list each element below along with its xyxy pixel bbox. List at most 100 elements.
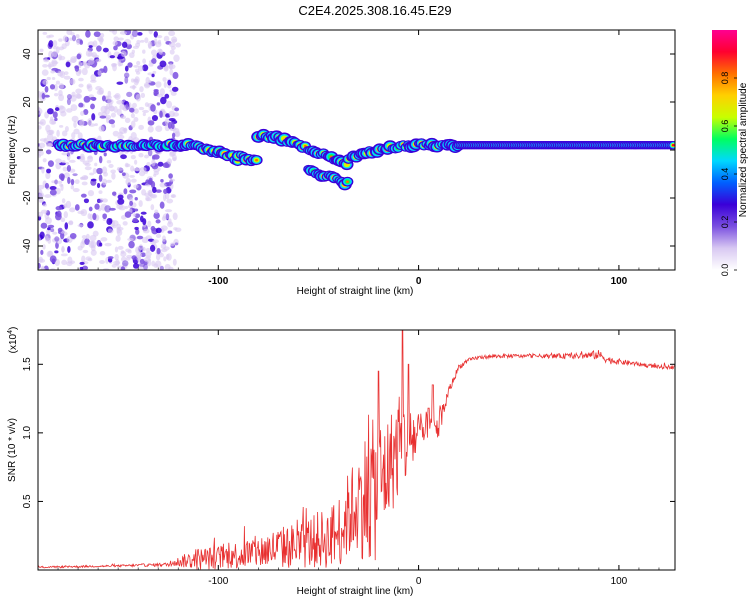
noise-mark [123,188,128,195]
noise-mark [133,78,139,86]
noise-mark [95,58,102,63]
spectrogram-xtick-label: 0 [416,276,422,287]
noise-mark [168,63,173,70]
noise-mark [136,60,141,66]
noise-mark [112,40,118,46]
noise-mark [113,45,118,51]
noise-mark [142,228,150,234]
noise-mark [141,237,149,244]
noise-mark [53,92,59,97]
noise-mark [172,157,177,161]
noise-mark [155,233,162,239]
noise-mark [38,256,44,263]
noise-mark [162,77,167,82]
noise-mark [153,168,160,173]
noise-mark [98,190,103,194]
noise-mark [107,256,114,260]
noise-mark [83,95,91,103]
noise-mark [150,193,158,199]
noise-mark [113,36,119,42]
noise-mark [142,58,147,64]
noise-mark [66,164,71,172]
noise-mark [69,78,76,85]
noise-mark [122,221,128,226]
noise-mark [111,123,116,128]
noise-mark [42,158,47,163]
noise-mark [133,184,139,189]
noise-mark [139,166,147,172]
noise-mark [147,120,155,126]
noise-mark [38,107,43,115]
noise-mark [45,171,51,180]
noise-mark [67,256,73,264]
noise-mark [147,190,153,194]
noise-mark [153,173,157,177]
noise-mark [50,70,56,74]
noise-mark [42,31,48,35]
noise-mark [152,154,160,160]
noise-mark [150,204,155,211]
snr-series-line [38,330,675,570]
noise-mark [48,40,54,48]
noise-mark [108,163,114,168]
noise-mark [78,77,84,82]
noise-mark [89,96,97,101]
noise-mark [66,94,72,100]
noise-mark [162,213,170,220]
noise-mark [70,185,75,190]
noise-mark [79,39,84,45]
noise-mark [116,99,124,105]
noise-mark [173,238,179,246]
noise-mark [147,148,153,157]
noise-mark [40,267,46,270]
noise-mark [131,30,139,38]
noise-mark [156,102,161,106]
noise-mark [77,224,84,228]
noise-mark [165,182,172,187]
noise-mark [85,256,92,261]
noise-mark [89,172,95,176]
noise-mark [152,70,157,75]
noise-mark [136,235,144,240]
snr-ytick-label: 1.0 [22,425,33,439]
noise-mark [144,251,152,257]
noise-mark [75,93,81,99]
noise-mark [72,173,78,177]
noise-mark [38,184,45,190]
noise-mark [169,89,173,93]
noise-mark [143,263,148,270]
noise-mark [118,37,124,41]
noise-mark [90,178,97,182]
noise-mark [175,42,181,48]
noise-mark [38,91,42,98]
noise-mark [38,211,44,218]
snr-panel: -100 0 100 0.5 1.0 1.5 Height of straight lin… [7,327,676,597]
noise-mark [134,226,139,230]
noise-mark [133,208,139,212]
noise-mark [63,211,69,219]
noise-mark [52,231,58,235]
noise-mark [76,39,80,46]
noise-mark [45,149,52,155]
noise-mark [83,198,90,204]
snr-ytick-label: 0.5 [22,494,33,508]
colorbar-gradient [712,30,737,270]
noise-mark [155,81,162,88]
noise-mark [99,250,106,256]
noise-mark [98,155,103,164]
noise-mark [85,30,91,38]
noise-mark [136,39,141,45]
noise-mark [57,227,63,233]
noise-mark [79,118,85,127]
noise-mark [115,235,121,242]
noise-mark [124,76,129,84]
noise-mark [78,69,82,74]
snr-xtick-label: 0 [416,576,422,587]
noise-mark [168,266,174,270]
noise-mark [61,259,68,266]
noise-mark [166,100,173,109]
noise-mark [152,186,157,194]
noise-mark [124,205,129,210]
noise-mark [110,169,116,174]
noise-mark [45,217,52,225]
